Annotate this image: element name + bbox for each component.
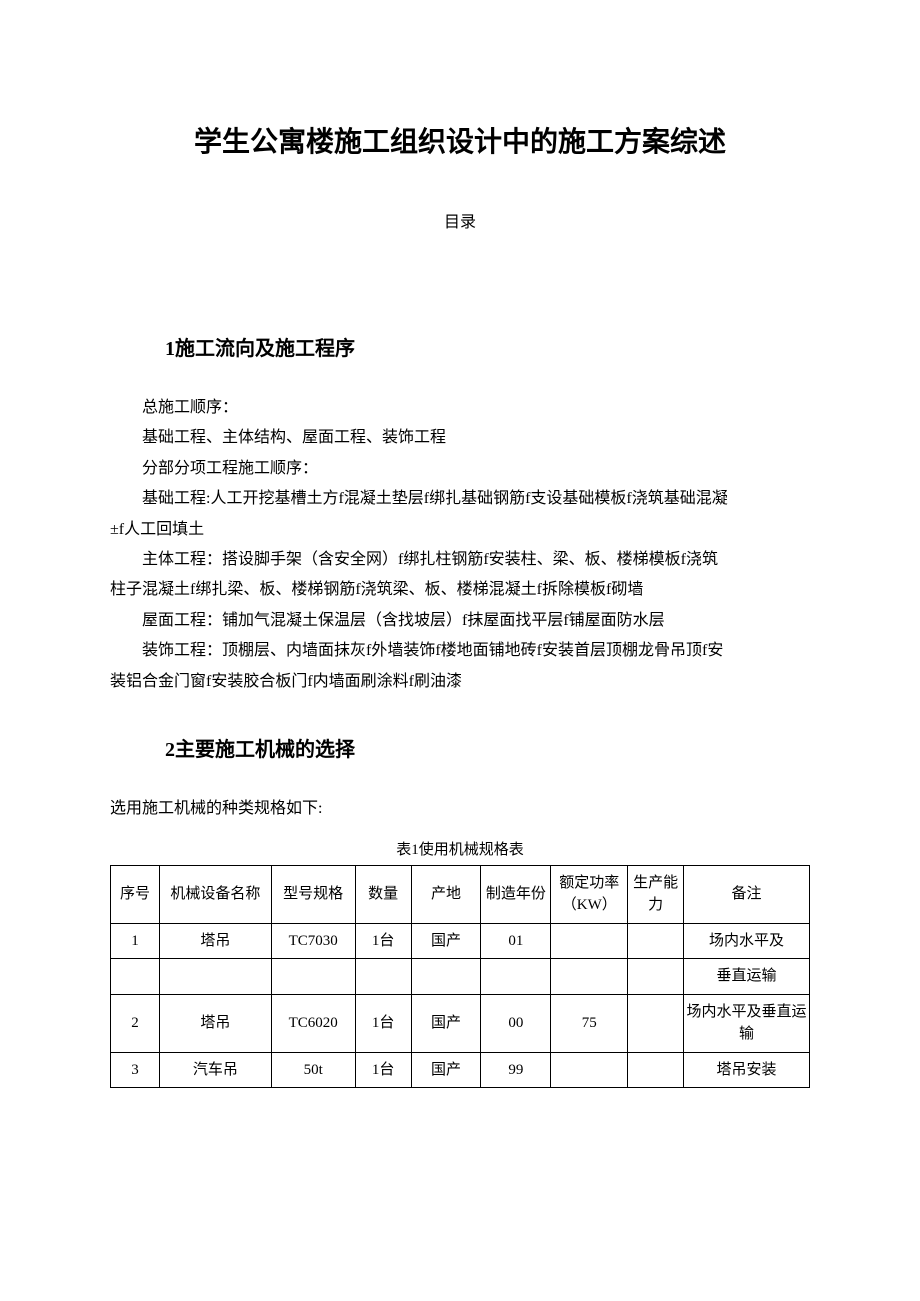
para-line: 主体工程：搭设脚手架（含安全网）f绑扎柱钢筋f安装柱、梁、板、楼梯模板f浇筑 — [110, 545, 810, 575]
cell-qty: 1台 — [355, 1052, 411, 1088]
cell-model: TC7030 — [271, 923, 355, 959]
cell-qty — [355, 959, 411, 995]
cell-power — [551, 923, 628, 959]
section-2-intro: 选用施工机械的种类规格如下: — [110, 794, 810, 818]
cell-capacity — [628, 994, 684, 1052]
th-seq: 序号 — [111, 865, 160, 923]
cell-qty: 1台 — [355, 994, 411, 1052]
cell-year — [481, 959, 551, 995]
cell-origin: 国产 — [411, 1052, 481, 1088]
th-remark: 备注 — [684, 865, 810, 923]
th-year: 制造年份 — [481, 865, 551, 923]
cell-remark: 塔吊安装 — [684, 1052, 810, 1088]
th-capacity: 生产能力 — [628, 865, 684, 923]
para-line: 分部分项工程施工顺序： — [110, 454, 810, 484]
cell-capacity — [628, 959, 684, 995]
cell-remark: 场内水平及垂直运输 — [684, 994, 810, 1052]
cell-year: 00 — [481, 994, 551, 1052]
cell-seq: 2 — [111, 994, 160, 1052]
cell-power: 75 — [551, 994, 628, 1052]
cell-name: 塔吊 — [159, 994, 271, 1052]
para-line: 装铝合金门窗f安装胶合板门f内墙面刷涂料f刷油漆 — [110, 667, 810, 697]
toc-label: 目录 — [110, 208, 810, 232]
para-line: 基础工程、主体结构、屋面工程、装饰工程 — [110, 423, 810, 453]
table-header-row: 序号 机械设备名称 型号规格 数量 产地 制造年份 额定功率（KW） 生产能力 … — [111, 865, 810, 923]
para-line: 基础工程:人工开挖基槽土方f混凝土垫层f绑扎基础钢筋f支设基础模板f浇筑基础混凝 — [110, 484, 810, 514]
document-title: 学生公寓楼施工组织设计中的施工方案综述 — [110, 120, 810, 160]
cell-remark: 场内水平及 — [684, 923, 810, 959]
cell-name: 塔吊 — [159, 923, 271, 959]
cell-model: 50t — [271, 1052, 355, 1088]
cell-origin: 国产 — [411, 923, 481, 959]
th-qty: 数量 — [355, 865, 411, 923]
section-1-body: 总施工顺序： 基础工程、主体结构、屋面工程、装饰工程 分部分项工程施工顺序： 基… — [110, 393, 810, 697]
para-line: ±f人工回填土 — [110, 515, 810, 545]
table-row: 1 塔吊 TC7030 1台 国产 01 场内水平及 — [111, 923, 810, 959]
cell-qty: 1台 — [355, 923, 411, 959]
para-line: 总施工顺序： — [110, 393, 810, 423]
cell-capacity — [628, 1052, 684, 1088]
cell-year: 01 — [481, 923, 551, 959]
cell-year: 99 — [481, 1052, 551, 1088]
cell-name — [159, 959, 271, 995]
table-caption: 表1使用机械规格表 — [110, 838, 810, 859]
para-line: 柱子混凝土f绑扎梁、板、楼梯钢筋f浇筑梁、板、楼梯混凝土f拆除模板f砌墙 — [110, 575, 810, 605]
cell-capacity — [628, 923, 684, 959]
cell-seq: 3 — [111, 1052, 160, 1088]
cell-origin: 国产 — [411, 994, 481, 1052]
th-name: 机械设备名称 — [159, 865, 271, 923]
th-power: 额定功率（KW） — [551, 865, 628, 923]
cell-model: TC6020 — [271, 994, 355, 1052]
th-origin: 产地 — [411, 865, 481, 923]
th-model: 型号规格 — [271, 865, 355, 923]
machinery-table: 序号 机械设备名称 型号规格 数量 产地 制造年份 额定功率（KW） 生产能力 … — [110, 865, 810, 1089]
cell-model — [271, 959, 355, 995]
table-row: 2 塔吊 TC6020 1台 国产 00 75 场内水平及垂直运输 — [111, 994, 810, 1052]
cell-power — [551, 1052, 628, 1088]
cell-name: 汽车吊 — [159, 1052, 271, 1088]
para-line: 屋面工程：铺加气混凝土保温层（含找坡层）f抹屋面找平层f铺屋面防水层 — [110, 606, 810, 636]
cell-origin — [411, 959, 481, 995]
cell-remark: 垂直运输 — [684, 959, 810, 995]
cell-seq: 1 — [111, 923, 160, 959]
table-row: 垂直运输 — [111, 959, 810, 995]
cell-power — [551, 959, 628, 995]
para-line: 装饰工程：顶棚层、内墙面抹灰f外墙装饰f楼地面铺地砖f安装首层顶棚龙骨吊顶f安 — [110, 636, 810, 666]
section-1-heading: 1施工流向及施工程序 — [165, 332, 810, 361]
table-row: 3 汽车吊 50t 1台 国产 99 塔吊安装 — [111, 1052, 810, 1088]
section-2-heading: 2主要施工机械的选择 — [165, 733, 810, 762]
cell-seq — [111, 959, 160, 995]
